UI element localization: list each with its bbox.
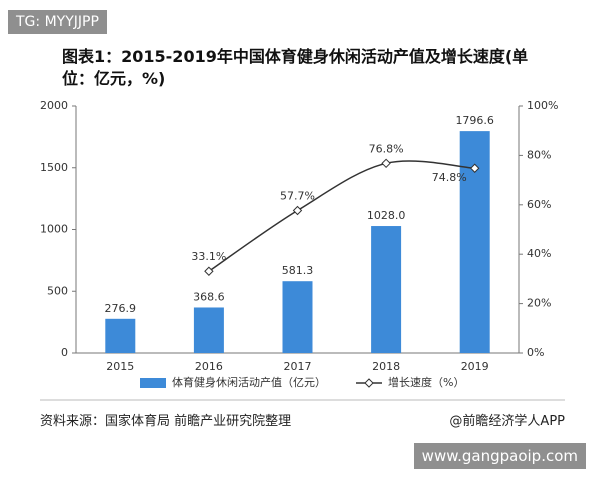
y2-tick-label: 80% bbox=[527, 148, 551, 161]
legend-swatch bbox=[364, 378, 374, 388]
y2-tick-label: 40% bbox=[527, 247, 551, 260]
watermark: www.gangpaoip.com bbox=[413, 443, 586, 469]
line-marker bbox=[469, 163, 480, 173]
line-marker bbox=[292, 205, 303, 216]
data-label: 1796.6 bbox=[455, 114, 494, 127]
y-tick-label: 1500 bbox=[40, 161, 68, 174]
data-label: 368.6 bbox=[193, 290, 225, 303]
bar bbox=[282, 281, 313, 353]
legend-swatch bbox=[140, 378, 166, 388]
y-tick-label: 0 bbox=[61, 346, 68, 359]
data-label: 74.8% bbox=[432, 171, 467, 184]
x-tick-label: 2017 bbox=[284, 360, 312, 373]
y2-tick-label: 100% bbox=[527, 99, 558, 112]
line-marker bbox=[381, 158, 391, 169]
legend-label: 增长速度（%） bbox=[388, 375, 464, 389]
y2-tick-label: 0% bbox=[527, 346, 544, 359]
line bbox=[208, 160, 475, 272]
x-tick-label: 2016 bbox=[195, 360, 223, 373]
y2-tick-label: 60% bbox=[527, 198, 551, 211]
x-tick-label: 2018 bbox=[372, 360, 400, 373]
bar bbox=[105, 318, 136, 353]
watermark: TG: MYYJJPP bbox=[8, 10, 107, 34]
x-tick-label: 2019 bbox=[461, 360, 489, 373]
y-tick-label: 500 bbox=[47, 284, 68, 297]
y2-tick-label: 20% bbox=[527, 297, 551, 310]
bar bbox=[193, 307, 224, 353]
legend-label: 体育健身休闲活动产值（亿元） bbox=[172, 375, 326, 389]
data-label: 76.8% bbox=[369, 142, 404, 155]
credit: @前瞻经济学人APP bbox=[449, 414, 565, 429]
chart-title: 图表1：2015-2019年中国体育健身休闲活动产值及增长速度(单位：亿元，%) bbox=[62, 47, 529, 88]
data-label: 581.3 bbox=[282, 264, 314, 277]
bar bbox=[371, 226, 402, 353]
source: 资料来源：国家体育局 前瞻产业研究院整理 bbox=[40, 414, 292, 429]
data-label: 1028.0 bbox=[367, 209, 406, 222]
line-marker bbox=[204, 266, 214, 276]
data-label: 57.7% bbox=[280, 189, 315, 202]
data-label: 276.9 bbox=[105, 302, 137, 315]
data-label: 33.1% bbox=[191, 250, 226, 263]
y-tick-label: 2000 bbox=[40, 99, 68, 112]
y-tick-label: 1000 bbox=[40, 223, 68, 236]
x-tick-label: 2015 bbox=[106, 360, 134, 373]
